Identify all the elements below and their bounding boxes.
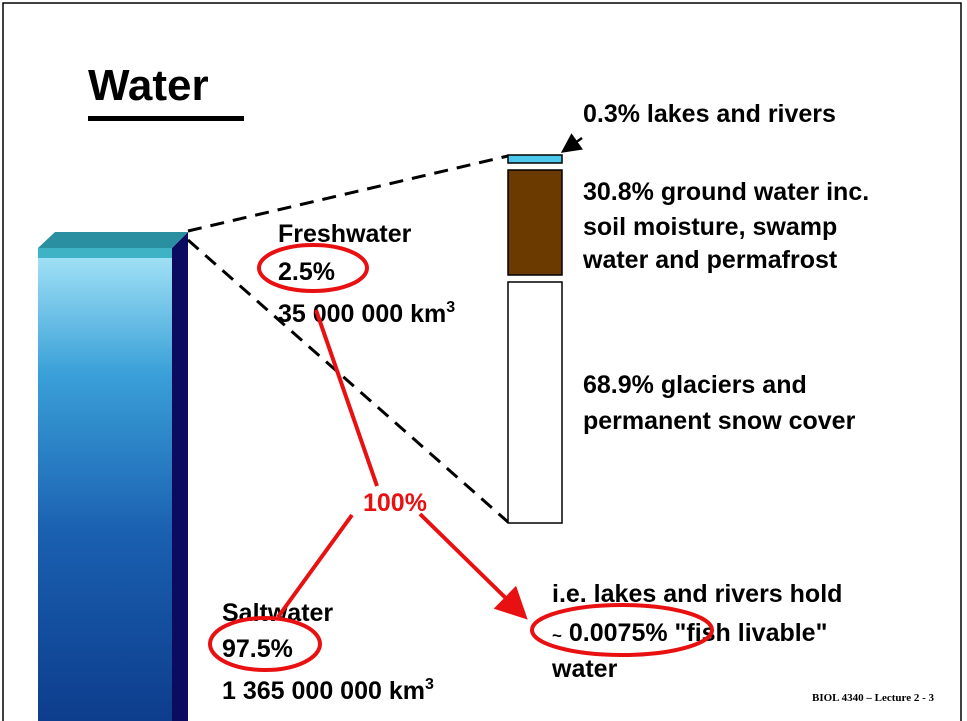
pointer-arrow [565,138,582,150]
ground-label: water and permafrost [582,246,838,274]
slide: Water 0.3% lakes and rivers 30.8% ground… [0,0,967,721]
glacier-label: permanent snow cover [583,407,856,435]
footer: BIOL 4340 – Lecture 2 - 3 [812,692,935,704]
title: Water [88,61,209,110]
superscript: 3 [425,676,434,693]
glacier-segment [508,282,562,523]
ground-label: soil moisture, swamp [583,213,837,241]
glacier-label: 68.9% glaciers and [583,371,807,399]
volume: 1 365 000 000 km [222,677,425,705]
freshwater-cap [38,248,172,258]
note-line: i.e. lakes and rivers hold [552,580,842,608]
saltwater-volume: 1 365 000 000 km3 [222,676,434,705]
freshwater-volume: 35 000 000 km3 [278,299,455,328]
title-underline [88,116,244,121]
lakes-segment [508,155,562,163]
water-column [38,258,174,721]
freshwater-label: Freshwater [278,220,412,248]
freshwater-percent: 2.5% [278,258,335,286]
superscript: 3 [446,299,455,316]
total-label: 100% [363,489,427,517]
saltwater-percent: 97.5% [222,635,293,663]
note-line: water [551,655,618,683]
note-line: ~ 0.0075% "fish livable" [552,619,827,647]
tilde: ~ [552,626,562,645]
lakes-label: 0.3% lakes and rivers [583,100,836,128]
ground-label: 30.8% ground water inc. [583,178,869,206]
column-top [38,232,188,248]
dashed-line [188,240,508,522]
column-side [172,232,188,721]
ground-segment [508,170,562,275]
red-arrow [420,514,522,614]
volume: 35 000 000 km [278,300,446,328]
